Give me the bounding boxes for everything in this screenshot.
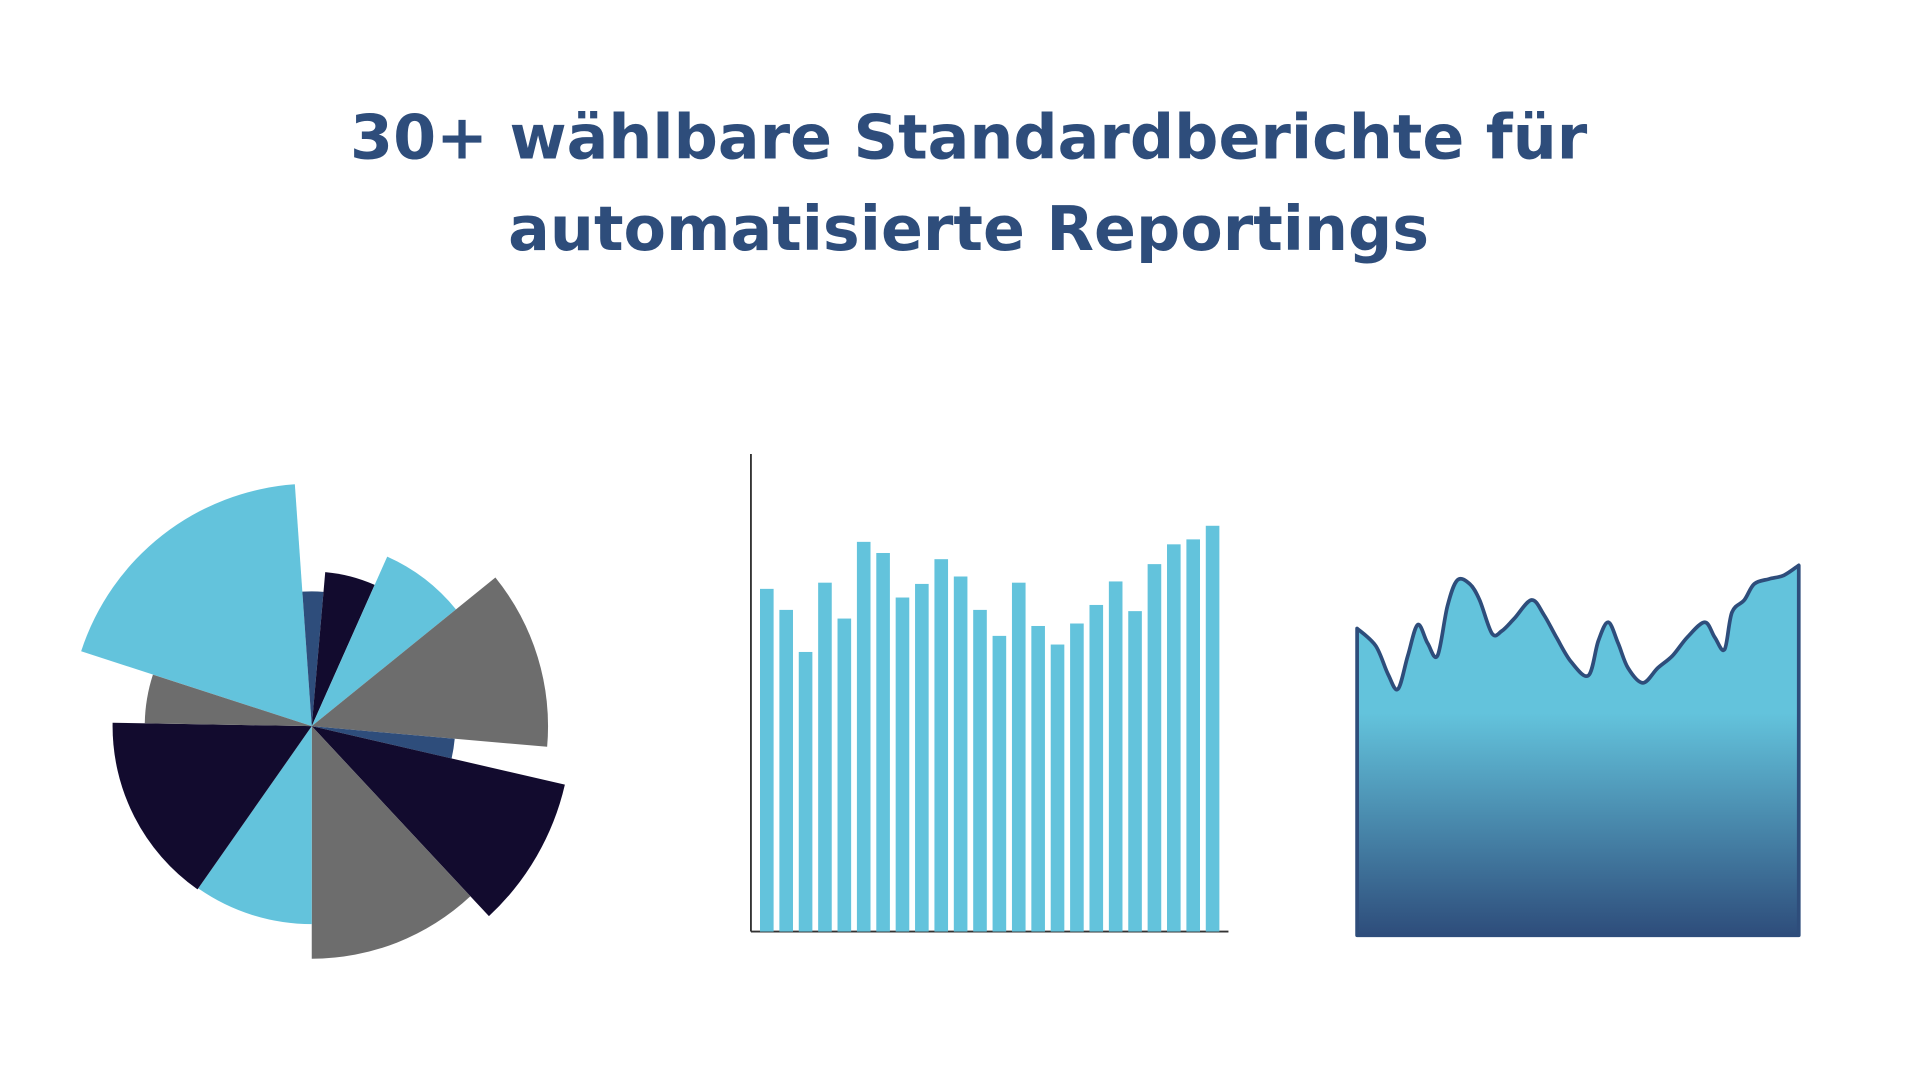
bar	[1186, 539, 1200, 932]
polar-sector	[198, 726, 312, 925]
bar	[1031, 625, 1045, 932]
area-fill	[1357, 565, 1799, 936]
bar	[856, 541, 871, 932]
bar	[1167, 544, 1181, 932]
bar	[973, 609, 987, 932]
bar	[1011, 582, 1026, 932]
bar	[779, 609, 793, 932]
polar-sector	[81, 484, 312, 727]
bar	[1205, 525, 1220, 932]
polar-sector	[112, 722, 312, 890]
bar	[818, 582, 832, 932]
bar	[895, 597, 910, 932]
bar	[876, 552, 890, 932]
bar	[1089, 604, 1104, 932]
bar	[1070, 623, 1084, 932]
bar	[934, 559, 949, 932]
polar-sector	[311, 726, 455, 759]
bar	[1050, 644, 1065, 932]
area-line	[1355, 563, 1801, 938]
bar	[992, 635, 1007, 932]
bar	[1147, 564, 1162, 932]
title-line: automatisierte Reportings	[508, 193, 1429, 265]
polar-sector	[311, 556, 456, 727]
bar	[1128, 611, 1142, 932]
polar-sector	[311, 726, 565, 917]
polar-sector	[311, 572, 375, 727]
polar-sector	[311, 726, 471, 959]
polar-sector	[302, 591, 324, 727]
polar-sector	[144, 674, 312, 727]
bar	[953, 576, 968, 932]
bar	[837, 618, 852, 932]
bar	[1108, 581, 1123, 932]
title-line: 30+ wählbare Standardberichte für	[350, 101, 1588, 173]
bar	[915, 583, 929, 932]
bar	[760, 588, 774, 932]
bar	[798, 651, 813, 932]
polar-sector	[311, 577, 549, 747]
